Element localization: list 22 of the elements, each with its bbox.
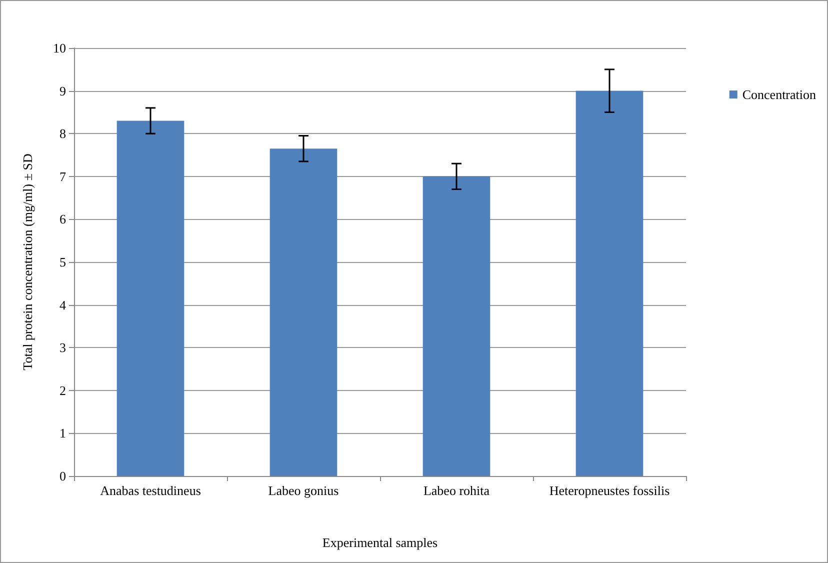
y-tick-label: 6 — [60, 212, 66, 227]
x-tick-label: Anabas testudineus — [100, 483, 201, 498]
y-tick-label: 2 — [60, 382, 66, 398]
x-tick-label: Labeo gonius — [268, 483, 339, 498]
y-tick-label: 3 — [60, 340, 66, 356]
y-tick-label: 1 — [60, 426, 66, 441]
x-axis-title: Experimental samples — [322, 535, 438, 550]
legend-label: Concentration — [742, 87, 816, 102]
y-tick-label: 0 — [60, 468, 66, 484]
y-tick-label: 10 — [53, 40, 66, 56]
y-tick-label: 9 — [60, 83, 66, 98]
bar — [422, 176, 490, 476]
bar — [270, 148, 338, 476]
y-tick-label: 5 — [60, 254, 66, 270]
bar — [116, 120, 184, 476]
x-tick-label: Heteropneustes fossilis — [549, 483, 670, 498]
y-axis-title: Total protein concentration (mg/ml) ± SD — [20, 154, 35, 370]
y-tick-label: 8 — [60, 126, 66, 142]
y-tick-label: 4 — [60, 297, 66, 312]
x-tick-label: Labeo rohita — [423, 483, 490, 498]
y-tick-label: 7 — [60, 168, 66, 184]
bar — [576, 90, 644, 476]
